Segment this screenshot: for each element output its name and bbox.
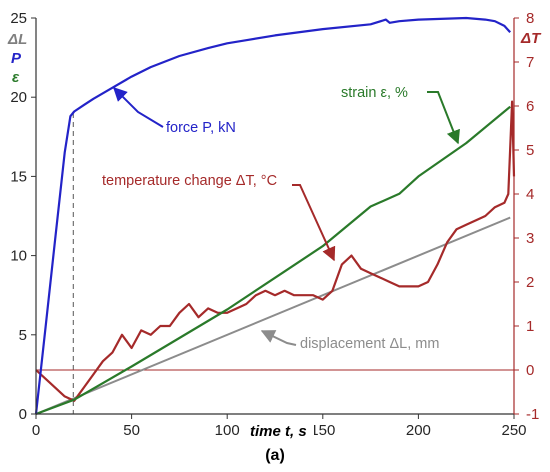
left-axis-label-dl: ΔL bbox=[7, 31, 27, 48]
right-y-tick-label: 3 bbox=[526, 230, 534, 247]
annotation-strain: strain ε, % bbox=[341, 85, 408, 101]
xlabel-background bbox=[246, 421, 314, 439]
x-tick-label: 200 bbox=[406, 422, 431, 439]
right-y-tick-label: 0 bbox=[526, 362, 534, 379]
annotation-force: force P, kN bbox=[166, 120, 236, 136]
right-y-tick-label: 1 bbox=[526, 318, 534, 335]
right-axis-label-dt: ΔT bbox=[520, 30, 542, 47]
x-tick-label: 0 bbox=[32, 422, 40, 439]
annotation-displacement: displacement ΔL, mm bbox=[300, 336, 439, 352]
right-y-tick-label: 5 bbox=[526, 142, 534, 159]
x-tick-label: 150 bbox=[310, 422, 335, 439]
right-y-tick-label: 4 bbox=[526, 186, 534, 203]
x-tick-label: 50 bbox=[123, 422, 140, 439]
series-line-temperature bbox=[35, 100, 516, 402]
right-y-tick-label: 7 bbox=[526, 54, 534, 71]
left-axis-label-eps: ε bbox=[12, 69, 20, 86]
arrow-displacement bbox=[260, 330, 297, 346]
arrow-temperature bbox=[292, 184, 336, 262]
left-y-tick-label: 0 bbox=[19, 406, 27, 423]
x-tick-label: 100 bbox=[215, 422, 240, 439]
series-line-displacement bbox=[35, 216, 511, 415]
right-y-tick-label: -1 bbox=[526, 406, 539, 423]
right-y-tick-label: 2 bbox=[526, 274, 534, 291]
left-y-tick-label: 15 bbox=[10, 168, 27, 185]
figure-caption: (a) bbox=[265, 447, 285, 464]
x-axis-label: time t, s bbox=[250, 423, 307, 440]
arrow-force bbox=[113, 87, 164, 128]
annotation-temperature: temperature change ΔT, °C bbox=[102, 173, 277, 189]
right-y-tick-label: 8 bbox=[526, 10, 534, 27]
left-axis-label-p: P bbox=[11, 50, 22, 67]
series-line-force bbox=[34, 16, 512, 415]
left-y-tick-label: 25 bbox=[10, 10, 27, 27]
left-y-tick-label: 20 bbox=[10, 89, 27, 106]
arrow-strain bbox=[427, 91, 460, 145]
right-y-tick-label: 6 bbox=[526, 98, 534, 115]
left-y-tick-label: 10 bbox=[10, 248, 27, 265]
left-y-tick-label: 5 bbox=[19, 327, 27, 344]
x-tick-label: 250 bbox=[501, 422, 526, 439]
